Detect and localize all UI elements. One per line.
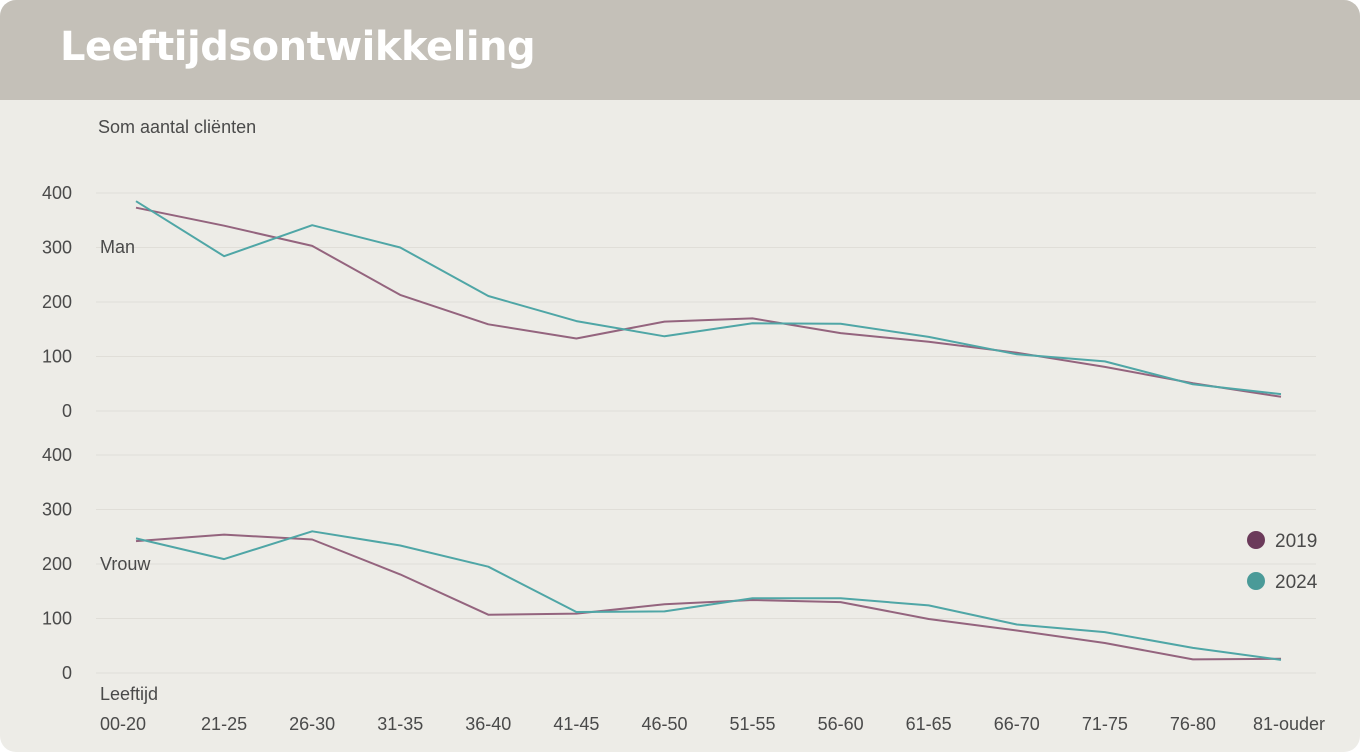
y-tick-label: 300	[42, 238, 72, 258]
x-tick-label: 41-45	[553, 714, 599, 734]
x-tick-label: 76-80	[1170, 714, 1216, 734]
series-line-vrouw-2024	[135, 530, 1282, 661]
x-tick-label: 21-25	[201, 714, 247, 734]
x-tick-label: 61-65	[906, 714, 952, 734]
y-axis-label: Som aantal cliënten	[98, 117, 256, 137]
x-tick-label: 81-ouder	[1253, 714, 1325, 734]
panel-labels: Man Vrouw	[100, 237, 151, 574]
legend-label-2024: 2024	[1275, 572, 1318, 593]
x-tick-label: 51-55	[730, 714, 776, 734]
series-lines	[135, 200, 1282, 661]
x-tick-label: 36-40	[465, 714, 511, 734]
x-tick-label: 46-50	[641, 714, 687, 734]
gridlines	[96, 192, 1316, 674]
y-tick-labels: 0 100 200 300 400 0 100 200 300 400	[42, 183, 72, 683]
y-tick-label: 200	[42, 292, 72, 312]
series-line-vrouw-2019	[135, 533, 1282, 661]
x-tick-label: 00-20	[100, 714, 146, 734]
y-tick-label: 0	[62, 663, 72, 683]
legend-marker-2019	[1247, 531, 1265, 549]
y-tick-label: 100	[42, 609, 72, 629]
y-tick-label: 200	[42, 554, 72, 574]
x-tick-label: 26-30	[289, 714, 335, 734]
legend-label-2019: 2019	[1275, 531, 1317, 552]
panel-label-vrouw: Vrouw	[100, 554, 151, 574]
legend: 2019 2024	[1247, 531, 1318, 593]
x-tick-label: 31-35	[377, 714, 423, 734]
x-axis-label: Leeftijd	[100, 684, 158, 704]
legend-marker-2024	[1247, 572, 1265, 590]
series-line-man-2024	[135, 200, 1282, 396]
y-tick-label: 100	[42, 347, 72, 367]
y-tick-label: 0	[62, 401, 72, 421]
x-tick-label: 71-75	[1082, 714, 1128, 734]
panel-label-man: Man	[100, 237, 135, 257]
y-tick-label: 300	[42, 500, 72, 520]
page-title: Leeftijdsontwikkeling	[60, 24, 536, 70]
y-tick-label: 400	[42, 183, 72, 203]
series-line-man-2019	[135, 206, 1282, 398]
y-tick-label: 400	[42, 445, 72, 465]
x-tick-label: 66-70	[994, 714, 1040, 734]
x-tick-label: 56-60	[818, 714, 864, 734]
header-bar: Leeftijdsontwikkeling	[0, 0, 1360, 100]
x-tick-labels: 00-20 21-25 26-30 31-35 36-40 41-45 46-50 51-55…	[100, 714, 1325, 734]
